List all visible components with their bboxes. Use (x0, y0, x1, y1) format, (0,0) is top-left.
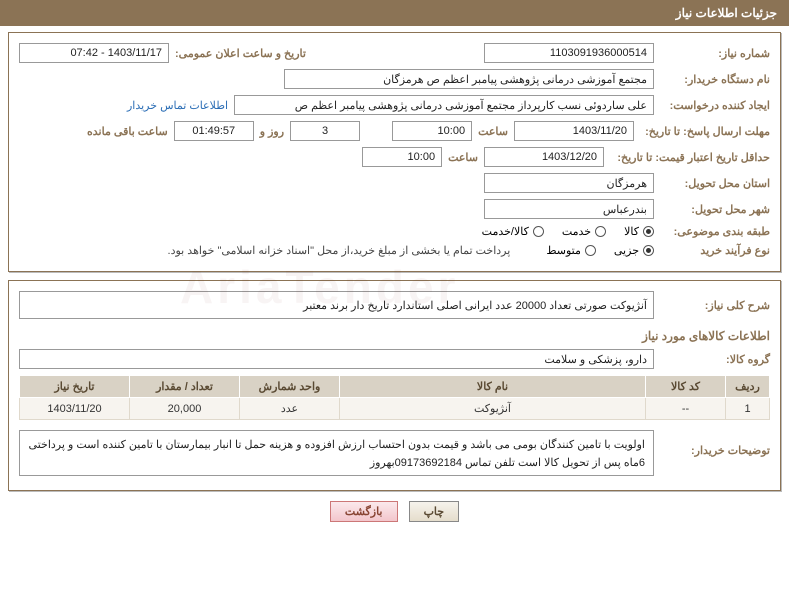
buyer-notes-label: توضیحات خریدار: (660, 430, 770, 457)
announce-dt-value: 1403/11/17 - 07:42 (19, 43, 169, 63)
remain-days-label: روز و (260, 125, 284, 138)
row-buyer-notes: توضیحات خریدار: اولویت با تامین کنندگان … (19, 430, 770, 476)
category-khedmat[interactable]: خدمت (562, 225, 606, 238)
goods-group-value: دارو، پزشکی و سلامت (19, 349, 654, 369)
radio-dot-icon (585, 245, 596, 256)
th-code: کد کالا (646, 376, 726, 398)
payment-note: پرداخت تمام یا بخشی از مبلغ خرید،از محل … (168, 244, 511, 257)
table-header-row: ردیف کد کالا نام کالا واحد شمارش تعداد /… (20, 376, 770, 398)
td-date: 1403/11/20 (20, 398, 130, 420)
td-row: 1 (726, 398, 770, 420)
buy-process-motavaset[interactable]: متوسط (546, 244, 596, 257)
row-goods-group: گروه کالا: دارو، پزشکی و سلامت (19, 349, 770, 369)
td-code: -- (646, 398, 726, 420)
category-radio-group: کالا خدمت کالا/خدمت (482, 225, 654, 238)
row-category: طبقه بندی موضوعی: کالا خدمت کالا/خدمت (19, 225, 770, 238)
goods-table: ردیف کد کالا نام کالا واحد شمارش تعداد /… (19, 375, 770, 420)
price-valid-label: حداقل تاریخ اعتبار قیمت: تا تاریخ: (610, 151, 770, 164)
buyer-contact-link[interactable]: اطلاعات تماس خریدار (127, 99, 228, 112)
td-name: آنژیوکت (340, 398, 646, 420)
desc-label: شرح کلی نیاز: (660, 299, 770, 312)
row-deliver-city: شهر محل تحویل: بندرعباس (19, 199, 770, 219)
th-name: نام کالا (340, 376, 646, 398)
remain-suffix: ساعت باقی مانده (87, 125, 168, 138)
th-qty: تعداد / مقدار (130, 376, 240, 398)
row-need-no: شماره نیاز: 1103091936000514 تاریخ و ساع… (19, 43, 770, 63)
deliver-city-value: بندرعباس (484, 199, 654, 219)
need-no-value: 1103091936000514 (484, 43, 654, 63)
radio-dot-icon (643, 226, 654, 237)
category-label: طبقه بندی موضوعی: (660, 225, 770, 238)
th-date: تاریخ نیاز (20, 376, 130, 398)
print-button[interactable]: چاپ (409, 501, 460, 522)
td-qty: 20,000 (130, 398, 240, 420)
deadline-send-label: مهلت ارسال پاسخ: تا تاریخ: (640, 125, 770, 138)
category-kala-khedmat[interactable]: کالا/خدمت (482, 225, 544, 238)
row-requester: ایجاد کننده درخواست: علی ساردوئی نسب کار… (19, 95, 770, 115)
th-row: ردیف (726, 376, 770, 398)
category-kala-label: کالا (624, 225, 639, 238)
announce-dt-label: تاریخ و ساعت اعلان عمومی: (175, 47, 306, 60)
category-kala-khedmat-label: کالا/خدمت (482, 225, 529, 238)
buyer-org-label: نام دستگاه خریدار: (660, 73, 770, 86)
requester-value: علی ساردوئی نسب کارپرداز مجتمع آموزشی در… (234, 95, 654, 115)
goods-section-header: اطلاعات کالاهای مورد نیاز (19, 329, 770, 343)
deliver-state-label: استان محل تحویل: (660, 177, 770, 190)
row-buy-process: نوع فرآیند خرید جزیی متوسط پرداخت تمام ی… (19, 244, 770, 257)
buy-process-label: نوع فرآیند خرید (660, 244, 770, 257)
back-button[interactable]: بازگشت (330, 501, 398, 522)
page-title-bar: جزئیات اطلاعات نیاز (0, 0, 789, 26)
row-deliver-state: استان محل تحویل: هرمزگان (19, 173, 770, 193)
radio-dot-icon (533, 226, 544, 237)
price-valid-date: 1403/12/20 (484, 147, 604, 167)
row-price-valid: حداقل تاریخ اعتبار قیمت: تا تاریخ: 1403/… (19, 147, 770, 167)
deadline-send-time: 10:00 (392, 121, 472, 141)
page-title: جزئیات اطلاعات نیاز (676, 6, 777, 20)
row-desc: شرح کلی نیاز: آنژیوکت صورتی تعداد 20000 … (19, 291, 770, 319)
remain-hms: 01:49:57 (174, 121, 254, 141)
buy-process-motavaset-label: متوسط (546, 244, 581, 257)
td-unit: عدد (240, 398, 340, 420)
radio-dot-icon (595, 226, 606, 237)
buy-process-radio-group: جزیی متوسط (546, 244, 654, 257)
need-description-box: شرح کلی نیاز: آنژیوکت صورتی تعداد 20000 … (8, 280, 781, 491)
deadline-send-date: 1403/11/20 (514, 121, 634, 141)
table-row: 1 -- آنژیوکت عدد 20,000 1403/11/20 (20, 398, 770, 420)
buy-process-jozi-label: جزیی (614, 244, 639, 257)
remain-days: 3 (290, 121, 360, 141)
category-khedmat-label: خدمت (562, 225, 591, 238)
need-no-label: شماره نیاز: (660, 47, 770, 60)
desc-value: آنژیوکت صورتی تعداد 20000 عدد ایرانی اصل… (19, 291, 654, 319)
goods-group-label: گروه کالا: (660, 353, 770, 366)
price-valid-time-label: ساعت (448, 151, 478, 164)
deliver-city-label: شهر محل تحویل: (660, 203, 770, 216)
row-buyer-org: نام دستگاه خریدار: مجتمع آموزشی درمانی پ… (19, 69, 770, 89)
buy-process-jozi[interactable]: جزیی (614, 244, 654, 257)
price-valid-time: 10:00 (362, 147, 442, 167)
th-unit: واحد شمارش (240, 376, 340, 398)
deliver-state-value: هرمزگان (484, 173, 654, 193)
buyer-notes-value: اولویت با تامین کنندگان بومی می باشد و ق… (19, 430, 654, 476)
category-kala[interactable]: کالا (624, 225, 654, 238)
row-deadline-send: مهلت ارسال پاسخ: تا تاریخ: 1403/11/20 سا… (19, 121, 770, 141)
requester-label: ایجاد کننده درخواست: (660, 99, 770, 112)
radio-dot-icon (643, 245, 654, 256)
main-details-box: شماره نیاز: 1103091936000514 تاریخ و ساع… (8, 32, 781, 272)
deadline-send-time-label: ساعت (478, 125, 508, 138)
button-row: چاپ بازگشت (0, 501, 789, 522)
buyer-org-value: مجتمع آموزشی درمانی پژوهشی پیامبر اعظم ص… (284, 69, 654, 89)
